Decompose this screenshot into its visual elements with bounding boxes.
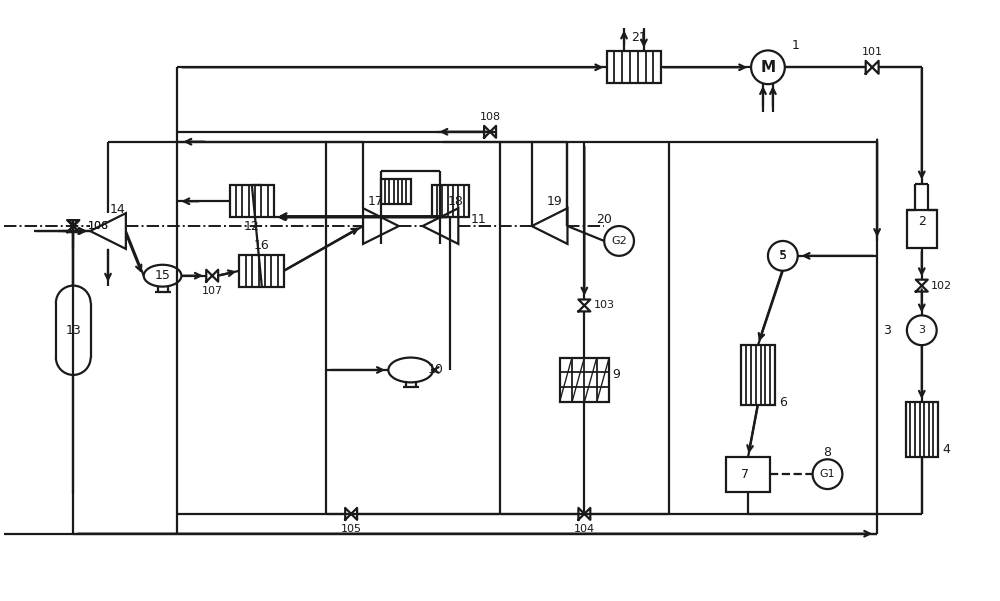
Text: 16: 16 — [254, 239, 270, 252]
Text: G1: G1 — [820, 469, 835, 479]
Text: 21: 21 — [631, 31, 647, 44]
Bar — [906, 402, 938, 457]
Bar — [381, 179, 411, 204]
Bar — [726, 457, 770, 492]
Text: 103: 103 — [594, 300, 615, 311]
Text: 10: 10 — [428, 364, 443, 376]
Text: 107: 107 — [202, 285, 223, 296]
Text: 102: 102 — [931, 281, 952, 291]
Bar — [907, 210, 937, 248]
Text: 11: 11 — [470, 213, 486, 225]
Text: 7: 7 — [741, 468, 749, 481]
Text: 5: 5 — [779, 251, 786, 261]
Text: 19: 19 — [547, 195, 562, 208]
Text: 14: 14 — [110, 203, 126, 216]
Text: 13: 13 — [65, 324, 81, 337]
Text: 106: 106 — [88, 221, 109, 231]
Bar — [432, 185, 469, 217]
Text: 3: 3 — [918, 325, 925, 335]
Text: 17: 17 — [368, 195, 384, 208]
Text: 101: 101 — [862, 47, 883, 58]
Bar — [230, 185, 274, 217]
Bar — [560, 358, 609, 402]
Text: 2: 2 — [918, 215, 926, 228]
Text: 108: 108 — [480, 112, 501, 122]
Text: 9: 9 — [612, 368, 620, 382]
Text: 5: 5 — [779, 249, 787, 263]
Text: 106: 106 — [88, 221, 109, 231]
Text: 104: 104 — [574, 523, 595, 534]
Text: 4: 4 — [943, 443, 951, 456]
Text: 15: 15 — [155, 269, 171, 282]
Text: M: M — [760, 59, 776, 75]
Text: 8: 8 — [823, 446, 831, 459]
Text: 20: 20 — [596, 213, 612, 225]
Text: 105: 105 — [341, 523, 362, 534]
Text: 1: 1 — [792, 39, 800, 52]
Text: G2: G2 — [611, 236, 627, 246]
Text: 6: 6 — [779, 396, 787, 409]
Bar — [239, 255, 284, 287]
Bar — [741, 345, 775, 404]
Bar — [607, 52, 661, 83]
Text: 3: 3 — [883, 324, 891, 337]
Text: 12: 12 — [244, 219, 260, 233]
Text: 18: 18 — [447, 195, 463, 208]
